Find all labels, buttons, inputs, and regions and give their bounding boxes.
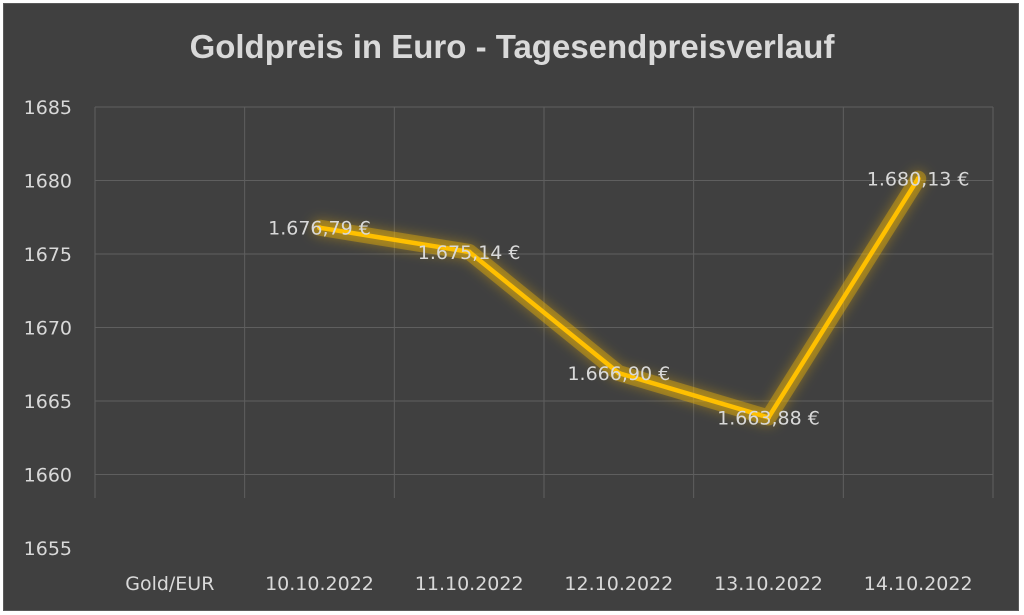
data-label: 1.675,14 € xyxy=(418,242,521,264)
y-tick-label: 1660 xyxy=(24,465,72,487)
data-point xyxy=(915,176,921,182)
x-tick-label: 10.10.2022 xyxy=(265,573,374,595)
data-label: 1.663,88 € xyxy=(717,407,820,429)
data-label: 1.666,90 € xyxy=(567,363,670,385)
series-gold-eur xyxy=(311,170,927,426)
chart-area xyxy=(3,3,1019,611)
y-tick-label: 1680 xyxy=(24,171,72,193)
y-tick-label: 1675 xyxy=(24,244,72,266)
x-tick-label: 12.10.2022 xyxy=(564,573,673,595)
y-tick-label: 1665 xyxy=(24,391,72,413)
y-tick-label: 1655 xyxy=(24,538,72,560)
x-tick-label: Gold/EUR xyxy=(125,573,214,595)
data-point xyxy=(616,370,622,376)
data-point xyxy=(317,225,322,231)
y-tick-label: 1685 xyxy=(24,97,72,119)
data-point xyxy=(766,414,771,420)
y-axis-ticks: 1655 1660 1665 1670 1675 1680 1685 xyxy=(24,97,72,560)
x-tick-label: 13.10.2022 xyxy=(714,573,823,595)
x-tick-label: 11.10.2022 xyxy=(415,573,524,595)
data-labels: 1.676,79 € 1.675,14 € 1.666,90 € 1.663,88 €… xyxy=(268,169,969,430)
chart-title: Goldpreis in Euro - Tagesendpreisverlauf xyxy=(190,28,836,65)
y-tick-label: 1670 xyxy=(24,318,72,340)
x-tick-label: 14.10.2022 xyxy=(864,573,973,595)
data-label: 1.680,13 € xyxy=(867,169,970,191)
data-label: 1.676,79 € xyxy=(268,218,371,240)
x-axis-ticks: Gold/EUR 10.10.2022 11.10.2022 12.10.2022 13… xyxy=(125,573,972,595)
data-point xyxy=(466,249,472,255)
